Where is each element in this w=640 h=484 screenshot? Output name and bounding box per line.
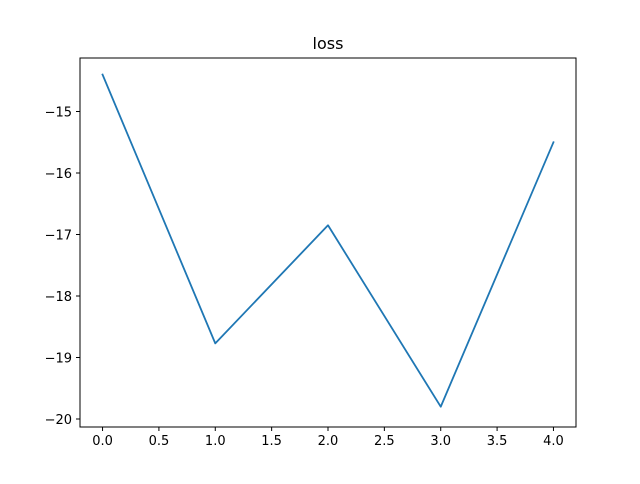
x-tick-label: 2.5 (374, 434, 395, 449)
x-tick-label: 4.0 (543, 434, 564, 449)
axes: 0.0 0.5 1.0 1.5 2.0 2.5 3.0 3.5 4.0 −15 −16 −17 −18 −… (45, 106, 564, 449)
y-tick-label: −17 (45, 229, 72, 244)
y-tick-label: −16 (45, 167, 72, 182)
x-tick-label: 1.0 (205, 434, 226, 449)
x-tick-label: 2.0 (318, 434, 339, 449)
x-tick-label: 1.5 (261, 434, 282, 449)
x-tick-label: 3.5 (487, 434, 508, 449)
series-layer (101, 73, 555, 408)
plot-frame (79, 57, 577, 428)
chart-title: loss (313, 34, 344, 53)
series-line-0 (101, 73, 555, 408)
y-tick-label: −15 (45, 106, 72, 121)
y-tick-label: −19 (45, 352, 72, 367)
x-tick-label: 0.5 (149, 434, 170, 449)
y-tick-label: −18 (45, 290, 72, 305)
x-tick-label: 3.0 (430, 434, 451, 449)
y-tick-label: −20 (45, 413, 72, 428)
x-tick-label: 0.0 (92, 434, 113, 449)
